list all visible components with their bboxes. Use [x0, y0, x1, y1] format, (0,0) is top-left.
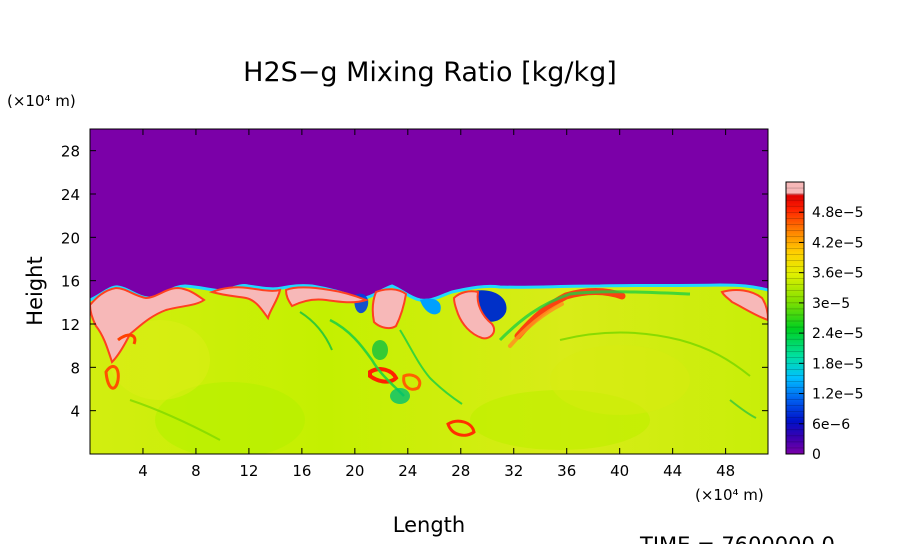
x-tick-label: 32	[504, 462, 523, 480]
x-axis-label: Length	[393, 513, 465, 537]
y-tick-label: 28	[61, 143, 80, 161]
x-tick-label: 48	[716, 462, 735, 480]
y-tick-label: 12	[61, 316, 80, 334]
colorbar-tick-label: 4.2e−5	[812, 235, 864, 251]
chart-title: H2S−g Mixing Ratio [kg/kg]	[243, 57, 617, 88]
x-tick-label: 8	[191, 462, 201, 480]
colorbar-tick-label: 1.2e−5	[812, 387, 864, 403]
x-axis-unit: (×10⁴ m)	[695, 486, 764, 504]
y-tick-label: 16	[61, 273, 80, 291]
y-tick-label: 24	[61, 186, 80, 204]
y-axis-label: Height	[23, 256, 47, 325]
high-value-plume-left	[90, 286, 206, 364]
x-tick-label: 4	[138, 462, 148, 480]
heatmap-field	[90, 129, 768, 454]
x-axis: 4 8 12 16 20 24 28 32 36 40 44 48	[138, 129, 735, 480]
y-axis-unit: (×10⁴ m)	[7, 92, 76, 110]
colorbar-tick-label: 6e−6	[812, 417, 850, 433]
x-tick-label: 36	[557, 462, 576, 480]
x-tick-label: 40	[610, 462, 629, 480]
colorbar-ticks: 0 6e−6 1.2e−5 1.8e−5 2.4e−5 3e−5 3.6e−5 4.2e−5 4…	[799, 205, 864, 463]
plot-frame	[89, 128, 769, 455]
colorbar	[785, 181, 805, 455]
colorbar-tick-label: 4.8e−5	[812, 205, 864, 221]
x-tick-label: 20	[345, 462, 364, 480]
colorbar-tick-label: 1.8e−5	[812, 356, 864, 372]
x-tick-label: 16	[292, 462, 311, 480]
x-tick-label: 44	[663, 462, 682, 480]
colorbar-tick-label: 3e−5	[812, 296, 850, 312]
x-tick-label: 12	[239, 462, 258, 480]
colorbar-tick-label: 3.6e−5	[812, 266, 864, 282]
x-tick-label: 28	[451, 462, 470, 480]
y-tick-label: 8	[70, 359, 80, 377]
time-label: TIME = 7600000.0	[639, 533, 835, 544]
colorbar-tick-label: 2.4e−5	[812, 326, 864, 342]
colorbar-tick-label: 0	[812, 447, 821, 463]
x-tick-label: 24	[398, 462, 417, 480]
y-axis: 4 8 12 16 20 24 28	[61, 143, 768, 421]
y-tick-label: 4	[70, 403, 80, 421]
y-tick-label: 20	[61, 229, 80, 247]
